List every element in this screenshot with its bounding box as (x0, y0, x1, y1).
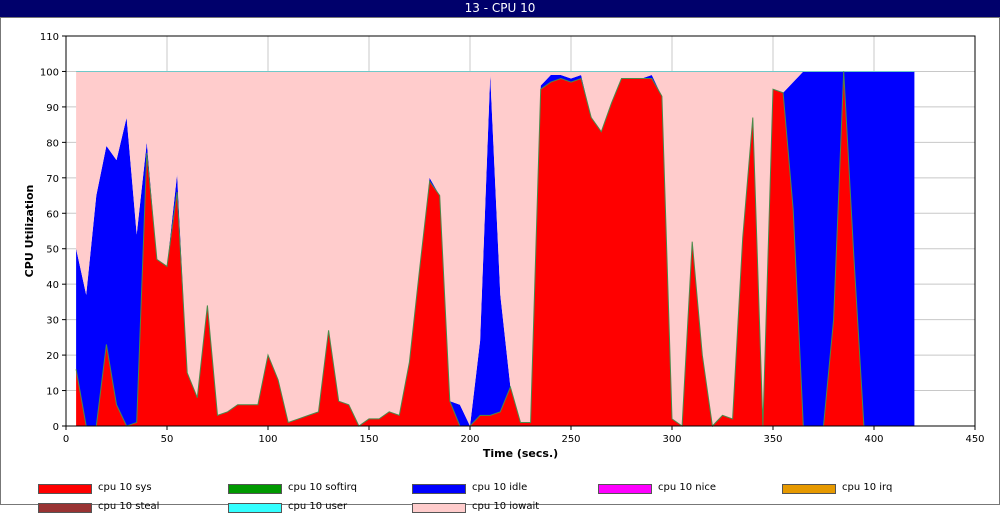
y-tick-label: 0 (53, 422, 59, 433)
series-area-cpu-10-sys (76, 71, 915, 426)
legend-swatch (412, 503, 466, 513)
x-tick-label: 250 (561, 434, 580, 445)
x-tick-label: 400 (864, 434, 883, 445)
chart-panel: 0 10 20 30 40 50 60 70 80 90 100 110 0 50 100 150 200 250… (0, 17, 1000, 513)
y-tick-label: 40 (46, 280, 59, 291)
legend-swatch (228, 484, 282, 494)
area-chart: 0 10 20 30 40 50 60 70 80 90 100 110 0 50 100 150 200 250… (23, 32, 985, 460)
x-tick-label: 200 (460, 434, 479, 445)
legend-swatch (38, 503, 92, 513)
series-area-cpu-10-idle (76, 71, 915, 426)
chart-legend: cpu 10 sys cpu 10 softirq cpu 10 idle cpu 1… (1, 481, 1000, 521)
legend-label: cpu 10 sys (98, 482, 152, 493)
x-tick-label: 0 (63, 434, 69, 445)
y-tick-label: 110 (40, 32, 59, 43)
chart-title: 13 - CPU 10 (0, 0, 1000, 17)
y-tick-label: 70 (46, 174, 59, 185)
plot-frame (65, 35, 976, 427)
y-tick-label: 10 (46, 387, 59, 398)
sys-boundary-line (75, 71, 915, 428)
legend-swatch (228, 503, 282, 513)
x-tick-label: 450 (965, 434, 984, 445)
x-tick-label: 300 (662, 434, 681, 445)
y-axis-label: CPU Utilization (23, 185, 36, 278)
x-tick-label: 50 (161, 434, 174, 445)
legend-swatch (412, 484, 466, 494)
legend-label: cpu 10 idle (472, 482, 528, 493)
legend-label: cpu 10 steal (98, 501, 160, 512)
legend-label: cpu 10 irq (842, 482, 893, 493)
y-tick-label: 60 (46, 209, 59, 220)
x-tick-label: 100 (258, 434, 277, 445)
legend-label: cpu 10 iowait (472, 501, 540, 512)
y-tick-label: 100 (40, 67, 59, 78)
series-area-cpu-10-iowait (76, 71, 915, 426)
y-tick-label: 90 (46, 103, 59, 114)
y-tick-label: 30 (46, 316, 59, 327)
x-tick-label: 350 (763, 434, 782, 445)
y-tick-label: 50 (46, 245, 59, 256)
y-tick-label: 20 (46, 351, 59, 362)
legend-swatch (598, 484, 652, 494)
legend-label: cpu 10 nice (658, 482, 717, 493)
legend-swatch (38, 484, 92, 494)
x-axis-label: Time (secs.) (483, 447, 558, 460)
legend-swatch (782, 484, 836, 494)
legend-label: cpu 10 user (288, 501, 348, 512)
x-tick-label: 150 (359, 434, 378, 445)
y-tick-label: 80 (46, 138, 59, 149)
legend-label: cpu 10 softirq (288, 482, 357, 493)
